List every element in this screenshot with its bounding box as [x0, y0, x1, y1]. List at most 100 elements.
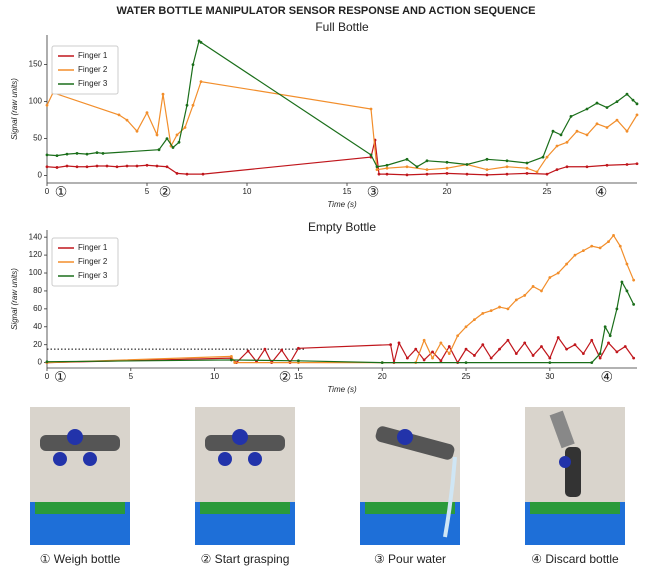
data-point — [485, 157, 489, 161]
data-point — [481, 311, 485, 315]
data-point — [405, 356, 409, 360]
data-point — [385, 166, 389, 170]
data-point — [464, 325, 468, 329]
data-point — [183, 126, 187, 129]
data-point — [505, 159, 509, 163]
data-point — [75, 152, 79, 155]
legend-label: Finger 3 — [78, 271, 108, 280]
data-point — [447, 352, 451, 356]
data-point — [556, 271, 560, 275]
data-point — [523, 294, 527, 297]
data-point — [157, 148, 161, 152]
data-point — [514, 298, 518, 302]
legend-box — [51, 45, 119, 95]
data-point — [369, 107, 373, 111]
data-point — [505, 172, 509, 176]
data-point — [233, 361, 237, 365]
data-point — [555, 144, 559, 148]
data-point — [573, 343, 577, 347]
data-point — [445, 160, 449, 164]
data-point — [263, 347, 267, 351]
data-point — [85, 165, 89, 169]
legend-label: Finger 3 — [78, 79, 108, 88]
data-point — [615, 118, 619, 122]
data-point — [385, 172, 389, 176]
x-tick-label: 10 — [210, 372, 219, 381]
data-point — [175, 133, 179, 137]
y-tick-label: 150 — [29, 60, 43, 69]
data-point — [201, 172, 205, 176]
data-point — [525, 166, 529, 170]
data-point — [397, 341, 401, 345]
data-point — [425, 172, 429, 176]
photo-caption: ④ Discard bottle — [531, 552, 619, 566]
photo-caption: ③ Pour water — [374, 552, 446, 566]
data-point — [439, 359, 443, 363]
series-line — [46, 280, 635, 364]
data-point — [632, 302, 636, 306]
data-point — [145, 111, 149, 115]
step-marker: ③ — [367, 184, 380, 200]
x-tick-label: 0 — [45, 187, 50, 196]
x-tick-label: 10 — [243, 187, 252, 196]
y-tick-label: 140 — [29, 232, 43, 241]
y-tick-label: 50 — [33, 134, 42, 143]
data-point — [531, 354, 535, 357]
legend-label: Finger 2 — [78, 65, 108, 74]
x-axis-label: Time (s) — [327, 385, 357, 394]
data-point — [541, 155, 545, 159]
data-point — [565, 140, 569, 144]
data-point — [439, 341, 443, 345]
data-point — [175, 171, 179, 175]
figure-title: WATER BOTTLE MANIPULATOR SENSOR RESPONSE… — [116, 5, 535, 17]
data-point — [171, 146, 175, 149]
data-point — [465, 172, 469, 176]
data-point — [405, 157, 409, 161]
data-point — [612, 233, 615, 237]
x-tick-label: 5 — [145, 187, 150, 196]
data-point — [246, 349, 250, 353]
data-point — [615, 307, 619, 311]
data-point — [615, 350, 619, 354]
x-tick-label: 5 — [129, 372, 134, 381]
data-point — [506, 307, 510, 311]
data-point — [465, 163, 469, 166]
data-point — [625, 92, 629, 96]
data-point — [565, 165, 569, 169]
data-point — [585, 107, 589, 111]
data-point — [525, 161, 529, 165]
data-point — [498, 347, 501, 351]
data-point — [540, 289, 543, 293]
data-point — [625, 129, 629, 133]
x-tick-label: 25 — [543, 187, 552, 196]
data-point — [581, 352, 585, 356]
data-point — [415, 165, 419, 169]
data-point — [197, 39, 201, 43]
chart-subtitle: Empty Bottle — [308, 220, 376, 234]
photo-caption: ② Start grasping — [201, 552, 290, 566]
data-point — [632, 356, 636, 360]
data-point — [280, 348, 284, 352]
data-point — [548, 356, 552, 360]
data-point — [135, 129, 139, 133]
y-tick-label: 20 — [33, 340, 42, 349]
data-point — [115, 165, 119, 169]
step-marker: ④ — [595, 184, 608, 200]
data-point — [464, 361, 468, 365]
data-point — [445, 171, 449, 175]
data-point — [380, 361, 384, 365]
data-point — [405, 173, 409, 177]
photo — [30, 407, 130, 545]
y-tick-label: 60 — [33, 304, 42, 313]
data-point — [569, 115, 573, 118]
data-point — [598, 356, 602, 360]
data-point — [635, 162, 639, 166]
x-tick-label: 15 — [294, 372, 303, 381]
data-point — [45, 153, 49, 157]
y-tick-label: 80 — [33, 286, 42, 295]
data-point — [540, 345, 543, 348]
step-marker: ② — [279, 369, 292, 385]
data-point — [125, 118, 129, 122]
data-point — [473, 354, 476, 357]
data-point — [505, 165, 509, 169]
